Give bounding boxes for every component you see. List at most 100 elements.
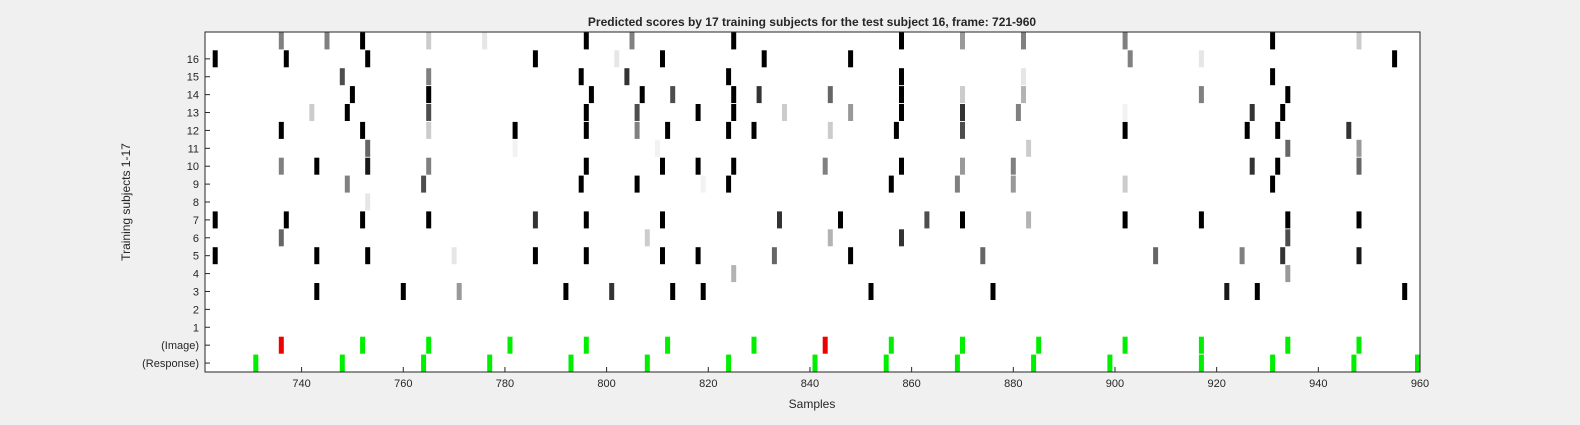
score-cell: [1285, 265, 1291, 283]
score-cell: [731, 157, 737, 175]
score-cell: [670, 86, 676, 104]
score-cell: [1198, 211, 1204, 229]
score-cell: [365, 50, 371, 68]
response-marker: [726, 354, 732, 372]
score-cell: [309, 104, 315, 121]
score-cell: [283, 211, 289, 229]
score-cell: [583, 104, 589, 121]
score-cell: [695, 157, 701, 175]
score-cell: [1356, 32, 1362, 50]
x-tick-label: 960: [1411, 378, 1429, 390]
score-cell: [1021, 32, 1026, 50]
score-cell: [731, 32, 737, 50]
score-cell: [731, 86, 737, 104]
score-cell: [1270, 175, 1276, 193]
score-cell: [700, 283, 706, 300]
score-cell: [1280, 247, 1286, 265]
y-axis-label: Training subjects 1-17: [119, 143, 133, 261]
image-marker: [960, 336, 965, 354]
score-cell: [365, 157, 371, 175]
y-tick-label: 15: [187, 72, 199, 84]
score-cell: [1244, 121, 1250, 139]
y-tick-label: 12: [187, 125, 199, 137]
y-tick-label: 5: [193, 251, 199, 263]
score-cell: [482, 32, 488, 50]
y-tick-label: 11: [188, 143, 199, 155]
score-cell: [1270, 32, 1276, 50]
score-cell: [583, 32, 589, 50]
score-cell: [278, 157, 284, 175]
score-cell: [588, 86, 594, 104]
score-cell: [1285, 86, 1291, 104]
response-marker: [1107, 354, 1113, 372]
score-cell: [1010, 175, 1016, 193]
score-cell: [426, 121, 432, 139]
score-cell: [771, 247, 777, 265]
score-cell: [583, 211, 589, 229]
score-cell: [1356, 247, 1362, 265]
image-marker: [360, 336, 366, 354]
score-cell: [324, 32, 330, 50]
score-cell: [212, 211, 218, 229]
score-cell: [1010, 157, 1016, 175]
y-tick-label: 3: [193, 286, 199, 298]
score-cell: [827, 86, 833, 104]
score-cell: [578, 175, 584, 193]
score-cell: [639, 86, 645, 104]
response-marker: [568, 354, 574, 372]
score-cell: [1198, 86, 1204, 104]
score-cell: [532, 211, 538, 229]
image-marker: [888, 336, 894, 354]
score-cell: [344, 104, 350, 121]
image-marker: [278, 336, 284, 354]
image-marker: [507, 336, 513, 354]
score-cell: [777, 211, 782, 229]
score-cell: [314, 283, 320, 300]
score-cell: [848, 247, 854, 265]
response-marker: [1198, 354, 1204, 372]
score-cell: [848, 50, 854, 68]
y-tick-label: 14: [187, 90, 199, 102]
score-cell: [1224, 283, 1230, 300]
score-cell: [278, 32, 284, 50]
score-cell: [1026, 211, 1032, 229]
score-cell: [960, 121, 965, 139]
score-cell: [899, 68, 904, 86]
x-tick-label: 760: [394, 378, 412, 390]
score-cell: [827, 229, 833, 247]
y-tick-label: 10: [187, 161, 199, 173]
score-cell: [731, 265, 737, 283]
score-cell: [1356, 211, 1362, 229]
score-cell: [899, 86, 904, 104]
score-cell: [960, 32, 965, 50]
score-cell: [848, 104, 854, 121]
y-tick-label: 7: [193, 215, 199, 227]
y-tick-label: 13: [187, 108, 199, 120]
score-cell: [1122, 32, 1128, 50]
score-cell: [899, 104, 904, 121]
y-tick-label: 6: [193, 233, 199, 245]
score-cell: [954, 175, 960, 193]
x-tick-label: 880: [1004, 378, 1022, 390]
score-cell: [1198, 50, 1204, 68]
score-cell: [1127, 50, 1133, 68]
score-cell: [365, 139, 371, 157]
y-tick-label: 2: [193, 304, 199, 316]
score-cell: [756, 86, 762, 104]
score-cell: [426, 32, 432, 50]
plot-area: [205, 32, 1420, 372]
score-cell: [761, 50, 767, 68]
image-marker: [1285, 336, 1291, 354]
score-cell: [360, 32, 366, 50]
x-axis: 740 760 780 800 820 840 860 880 900 920 940 960: [292, 367, 1429, 390]
response-marker: [883, 354, 889, 372]
score-cell: [924, 211, 930, 229]
score-cell: [1021, 68, 1026, 86]
score-cell: [634, 104, 640, 121]
score-cell: [660, 157, 665, 175]
score-cell: [827, 121, 833, 139]
x-tick-label: 820: [699, 378, 717, 390]
score-cell: [583, 247, 589, 265]
score-cell: [400, 283, 406, 300]
